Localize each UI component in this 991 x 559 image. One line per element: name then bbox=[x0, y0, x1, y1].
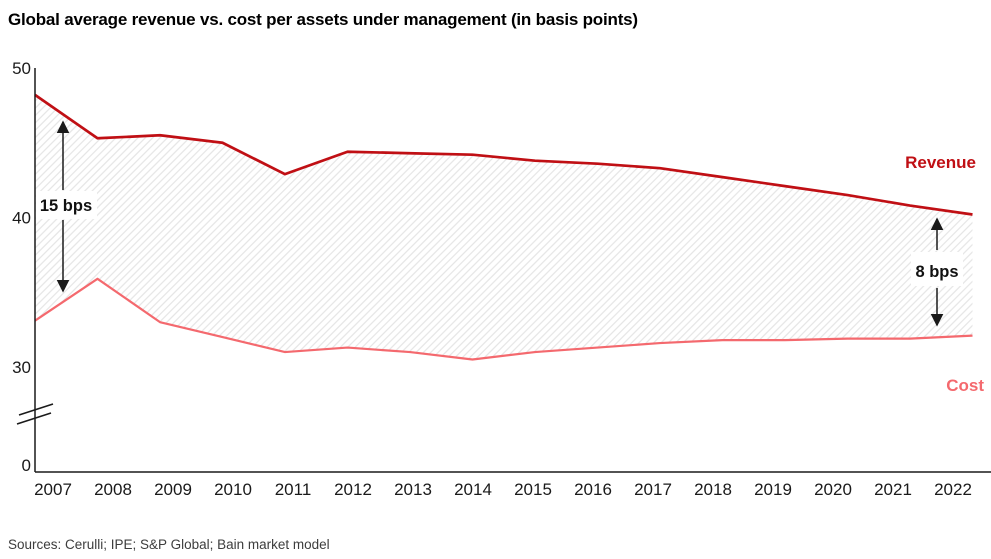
chart: 50 40 30 0 2007 2008 2009 2010 2011 2012 2013 2014… bbox=[12, 59, 991, 499]
x-tick-label: 2010 bbox=[214, 480, 252, 499]
x-tick-label: 2009 bbox=[154, 480, 192, 499]
x-tick-label: 2022 bbox=[934, 480, 972, 499]
y-tick-label: 40 bbox=[12, 209, 31, 228]
cost-label: Cost bbox=[946, 376, 984, 395]
y-tick-label: 50 bbox=[12, 59, 31, 78]
x-tick-label: 2018 bbox=[694, 480, 732, 499]
x-tick-label: 2011 bbox=[275, 480, 312, 499]
annotation-15bps: 15 bps bbox=[36, 120, 97, 293]
x-axis-labels: 2007 2008 2009 2010 2011 2012 2013 2014 2015 2016… bbox=[34, 480, 972, 499]
gap-label-left: 15 bps bbox=[40, 197, 92, 215]
revenue-line bbox=[34, 93, 973, 216]
axis-break-icon bbox=[16, 403, 54, 425]
y-tick-label: 0 bbox=[22, 456, 31, 475]
gap-label-right: 8 bps bbox=[915, 263, 958, 281]
x-tick-label: 2012 bbox=[334, 480, 372, 499]
annotation-8bps: 8 bps bbox=[911, 217, 963, 327]
y-tick-label: 30 bbox=[12, 358, 31, 377]
x-tick-label: 2007 bbox=[34, 480, 72, 499]
x-tick-label: 2021 bbox=[874, 480, 912, 499]
sources-note: Sources: Cerulli; IPE; S&P Global; Bain … bbox=[8, 537, 330, 552]
x-tick-label: 2016 bbox=[574, 480, 612, 499]
x-tick-label: 2017 bbox=[634, 480, 672, 499]
x-tick-label: 2015 bbox=[514, 480, 552, 499]
x-tick-label: 2008 bbox=[94, 480, 132, 499]
x-tick-label: 2019 bbox=[754, 480, 792, 499]
revenue-label: Revenue bbox=[905, 153, 976, 172]
x-tick-label: 2014 bbox=[454, 480, 492, 499]
x-tick-label: 2020 bbox=[814, 480, 852, 499]
x-tick-label: 2013 bbox=[394, 480, 432, 499]
cost-line bbox=[34, 277, 973, 361]
page-title: Global average revenue vs. cost per asse… bbox=[8, 10, 638, 29]
y-axis-labels: 50 40 30 0 bbox=[12, 59, 31, 475]
hatch-area bbox=[35, 94, 973, 360]
